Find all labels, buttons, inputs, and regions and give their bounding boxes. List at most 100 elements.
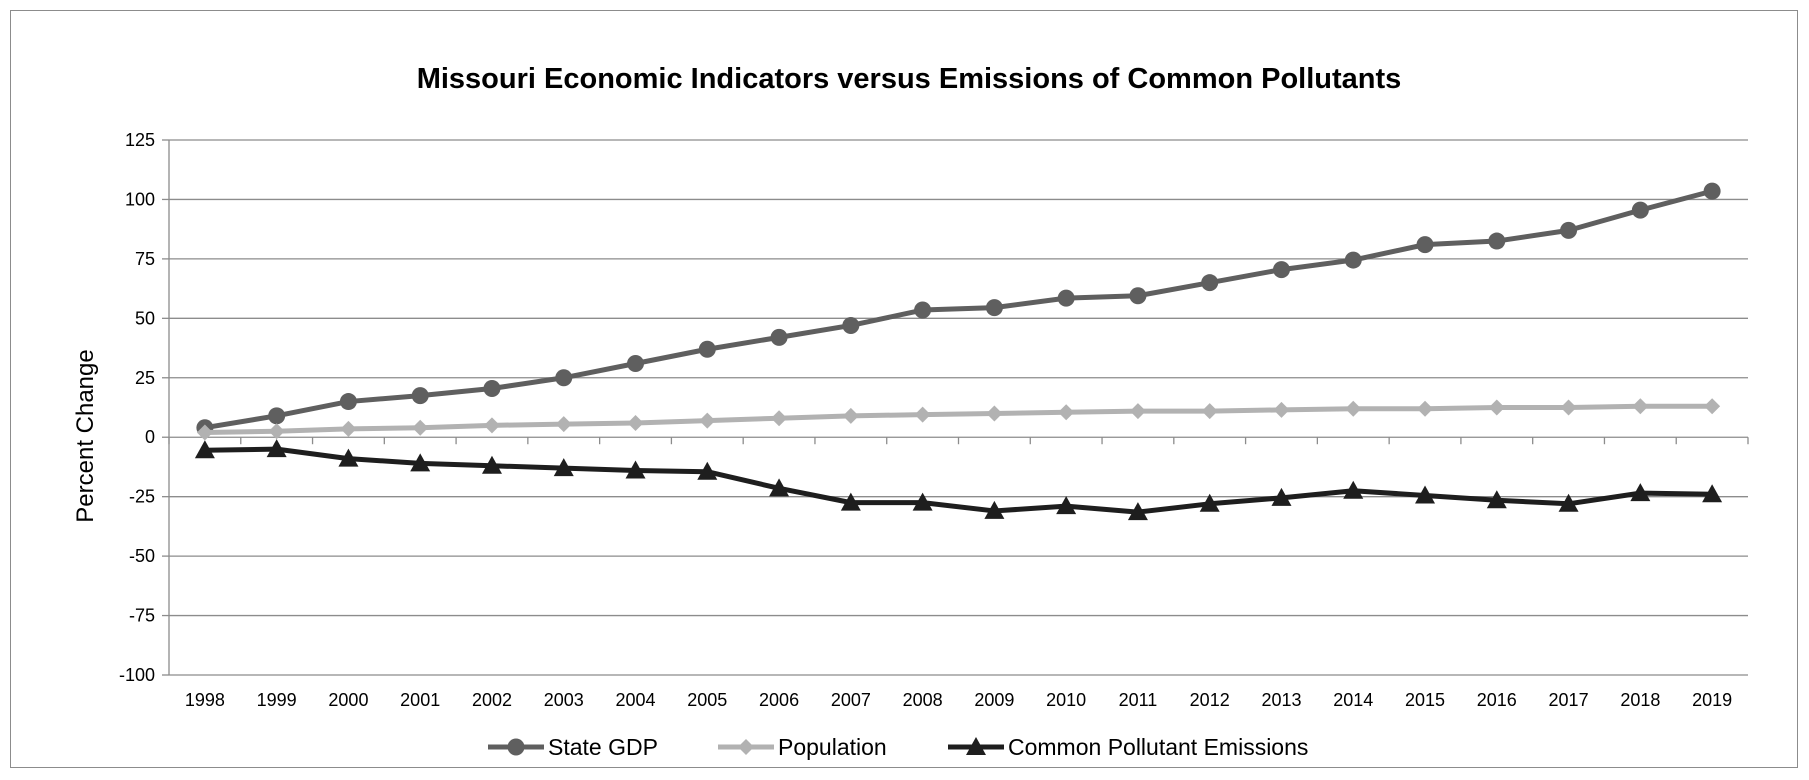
data-point [1129,287,1147,305]
axes [162,139,1749,676]
data-point [1703,182,1721,200]
data-point [1415,485,1436,504]
data-point [698,340,716,358]
data-point [1129,403,1146,420]
data-point [196,424,213,441]
data-point [1271,487,1292,506]
data-point [338,448,359,467]
data-point [1344,251,1362,269]
data-point [769,478,790,497]
data-point [1273,401,1290,418]
data-point [1486,490,1507,509]
data-point [1057,289,1075,307]
data-point [412,419,429,436]
data-point [771,410,788,427]
x-tick-label: 2015 [1405,690,1445,710]
series [194,182,1723,521]
chart-frame [10,10,1798,768]
y-tick-label: -75 [129,606,155,626]
data-point [1345,400,1362,417]
series-line [204,403,1713,435]
data-point [268,423,285,440]
y-tick-label: 75 [135,249,155,269]
legend-label: Common Pollutant Emissions [1008,734,1308,760]
legend: State GDP Population Common Pollutant Emis… [488,734,1308,760]
data-point [410,453,431,472]
data-point [555,369,573,387]
data-point [1702,484,1723,503]
series-line [204,188,1713,431]
x-tick-label: 2012 [1190,690,1230,710]
data-point [1417,400,1434,417]
data-point [553,458,574,477]
x-tick-label: 2005 [687,690,727,710]
data-point [1704,398,1721,415]
series-0 [196,182,1721,437]
y-tick-label: -50 [129,546,155,566]
gridlines [169,139,1748,676]
data-point [985,299,1003,317]
data-point [770,328,788,346]
series-1 [196,398,1721,441]
data-point [842,407,859,424]
data-point [627,414,644,431]
data-point [1201,403,1218,420]
data-point [1560,399,1577,416]
x-tick-label: 2009 [974,690,1014,710]
data-point [1558,493,1579,512]
x-tick-label: 2007 [831,690,871,710]
data-point [697,461,718,480]
data-point [1630,483,1651,502]
data-point [1631,201,1649,219]
data-point [842,316,860,334]
data-point [986,405,1003,422]
series-line [204,446,1713,515]
x-tick-label: 2010 [1046,690,1086,710]
data-point [1560,221,1578,239]
data-point [483,379,501,397]
x-tick-labels: 1998 1999 2000 2001 2002 2003 2004 2005 2006 2007… [185,690,1732,710]
data-point [483,417,500,434]
y-tick-label: 125 [125,130,155,150]
x-tick-label: 2002 [472,690,512,710]
legend-item: Common Pollutant Emissions [948,734,1308,760]
data-point [194,440,215,459]
legend-item: Population [718,734,887,760]
legend-label: Population [778,734,887,760]
data-point [984,500,1005,519]
data-point [266,439,287,458]
data-point [699,412,716,429]
data-point [340,420,357,437]
data-point [268,407,286,425]
y-tick-label: 100 [125,189,155,209]
data-point [1127,502,1148,521]
y-axis-title: Percent Change [72,349,99,522]
y-tick-label: 50 [135,308,155,328]
x-tick-label: 2018 [1620,690,1660,710]
data-point [912,492,933,511]
data-point [555,416,572,433]
x-tick-label: 1999 [257,690,297,710]
data-point [339,393,357,411]
data-point [411,387,429,405]
y-tick-label: -25 [129,487,155,507]
x-tick-label: 2013 [1261,690,1301,710]
data-point [1058,404,1075,421]
data-point [481,455,502,474]
legend-label: State GDP [548,734,658,760]
x-tick-label: 2008 [903,690,943,710]
data-point [1488,399,1505,416]
x-tick-label: 2000 [328,690,368,710]
data-point [627,355,645,373]
y-tick-label: -100 [119,665,155,685]
data-point [840,492,861,511]
x-tick-label: 1998 [185,690,225,710]
data-point [1632,398,1649,415]
legend-swatch-marker [507,738,525,756]
y-tick-labels: 125 100 75 50 25 0 -25 -50 -75 -100 [119,130,155,685]
x-tick-label: 2017 [1549,690,1589,710]
y-tick-label: 25 [135,368,155,388]
x-tick-label: 2006 [759,690,799,710]
x-tick-label: 2016 [1477,690,1517,710]
